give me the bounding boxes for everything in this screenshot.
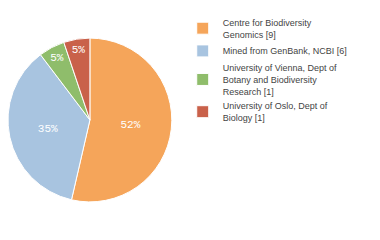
svg-text:35%: 35% bbox=[38, 123, 58, 135]
svg-text:52%: 52% bbox=[120, 119, 140, 131]
svg-text:Mined from GenBank, NCBI [6]: Mined from GenBank, NCBI [6] bbox=[223, 46, 347, 56]
svg-text:5%: 5% bbox=[72, 44, 86, 56]
svg-text:University of Vienna, Dept ofB: University of Vienna, Dept ofBotany and … bbox=[223, 63, 337, 96]
svg-text:Centre for BiodiversityGenomic: Centre for BiodiversityGenomics [9] bbox=[223, 18, 312, 40]
svg-text:5%: 5% bbox=[50, 52, 64, 64]
svg-text:University of Oslo, Dept ofBio: University of Oslo, Dept ofBiology [1] bbox=[223, 101, 328, 123]
